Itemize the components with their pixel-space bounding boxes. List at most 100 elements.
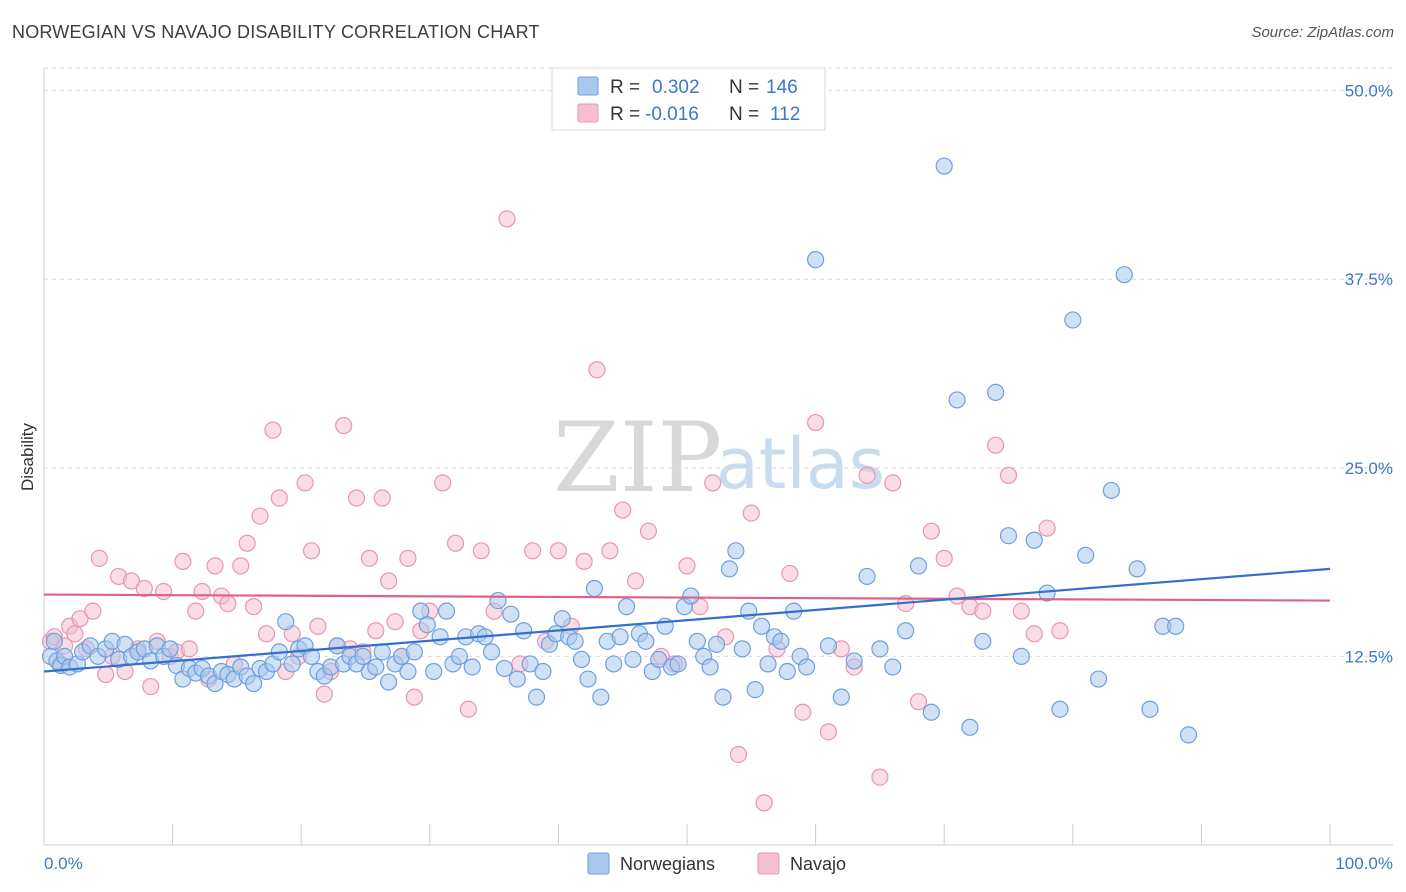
norwegians-point: [527, 688, 546, 706]
norwegians-point: [733, 640, 751, 658]
navajo-point: [1012, 602, 1030, 620]
norwegians-point: [778, 662, 796, 681]
stats-n-value-norwegians: 146: [766, 77, 798, 98]
navajo-point: [84, 602, 102, 620]
navajo-point: [315, 685, 333, 703]
navajo-point: [373, 489, 391, 507]
norwegians-point: [688, 632, 706, 650]
navajo-point: [987, 436, 1005, 454]
navajo-point: [399, 549, 417, 567]
stats-r-label-navajo: R =: [610, 104, 640, 125]
norwegians-point: [935, 157, 953, 175]
navajo-point: [601, 542, 619, 560]
norwegians-point: [806, 251, 825, 269]
norwegians-point: [701, 658, 719, 676]
navajo-point: [639, 522, 658, 540]
norwegians-point: [974, 632, 992, 650]
norwegians-point: [1089, 670, 1108, 688]
navajo-point: [174, 552, 192, 570]
norwegians-point: [463, 658, 481, 676]
norwegians-point: [999, 527, 1018, 545]
stats-r-value-navajo: -0.016: [645, 104, 699, 125]
norwegians-point: [922, 703, 940, 721]
norwegians-point: [354, 647, 372, 666]
norwegians-point: [405, 643, 423, 661]
norwegians-point: [367, 658, 385, 676]
norwegians-point: [553, 610, 571, 628]
chart-source: Source: ZipAtlas.com: [1251, 24, 1394, 41]
norwegians-point: [772, 632, 790, 650]
navajo-point: [742, 504, 760, 522]
norwegians-point: [161, 640, 179, 658]
navajo-point: [257, 625, 276, 643]
series-legend: Norwegians Navajo: [587, 852, 846, 875]
norwegians-point: [585, 579, 604, 598]
navajo-point: [459, 700, 477, 718]
navajo-point: [626, 572, 645, 590]
norwegians-point: [1102, 481, 1120, 500]
navajo-point: [704, 474, 722, 492]
x-axis-ticks: [43, 824, 1331, 845]
norwegians-point: [897, 622, 915, 640]
y-tick-label: 37.5%: [1345, 270, 1393, 289]
navajo-point: [922, 522, 940, 540]
norwegians-point: [495, 659, 513, 678]
navajo-point: [446, 534, 465, 552]
navajo-point: [588, 361, 606, 379]
norwegians-point: [431, 628, 449, 646]
norwegians-point: [283, 655, 301, 673]
norwegians-point: [521, 655, 539, 673]
norwegians-point: [579, 670, 597, 688]
legend-label-norwegians: Norwegians: [620, 854, 715, 874]
navajo-point: [347, 489, 366, 507]
navajo-point: [806, 413, 825, 432]
norwegians-trend-line: [43, 567, 1331, 673]
navajo-point: [819, 723, 838, 741]
norwegians-point: [845, 652, 863, 670]
stats-r-value-norwegians: 0.302: [652, 77, 700, 98]
watermark-zip: ZIP: [553, 402, 722, 514]
navajo-point: [264, 421, 282, 439]
navajo-point: [180, 640, 198, 658]
navajo-point: [296, 474, 314, 492]
norwegians-point: [418, 616, 436, 634]
watermark-atlas: atlas: [716, 423, 885, 505]
navajo-point: [755, 794, 773, 812]
stats-legend-swatch-norwegians: [577, 76, 599, 96]
navajo-point: [135, 579, 153, 598]
norwegians-point: [707, 635, 726, 653]
y-tick-label: 12.5%: [1345, 647, 1393, 666]
norwegians-point: [1179, 726, 1198, 744]
norwegians-point: [611, 628, 629, 646]
norwegians-point: [515, 622, 533, 640]
navajo-point: [1025, 625, 1043, 643]
norwegians-point: [1141, 700, 1159, 718]
norwegians-point: [534, 662, 552, 681]
norwegians-point: [572, 650, 591, 669]
navajo-point: [948, 587, 966, 605]
navajo-point: [472, 542, 490, 560]
norwegians-point: [502, 605, 520, 623]
norwegians-point: [884, 658, 902, 676]
navajo-point: [270, 489, 288, 507]
navajo-point: [974, 602, 992, 620]
norwegians-point: [1051, 700, 1069, 718]
navajo-point: [193, 582, 211, 601]
navajo-point: [434, 474, 452, 492]
norwegians-point: [1025, 531, 1043, 549]
norwegians-point: [302, 647, 321, 666]
norwegians-point: [617, 598, 636, 616]
stats-legend-swatch-navajo: [577, 103, 599, 123]
navajo-point: [251, 507, 269, 525]
navajo-point: [405, 688, 423, 706]
norwegians-point: [752, 617, 771, 635]
navajo-point: [498, 210, 516, 228]
norwegians-point: [1077, 546, 1095, 564]
norwegians-point: [380, 673, 398, 691]
stats-n-label-norwegians: N =: [729, 77, 759, 98]
norwegians-point: [277, 613, 295, 631]
navajo-point: [524, 542, 542, 560]
norwegians-point: [650, 650, 668, 669]
norwegians-point: [566, 632, 584, 650]
